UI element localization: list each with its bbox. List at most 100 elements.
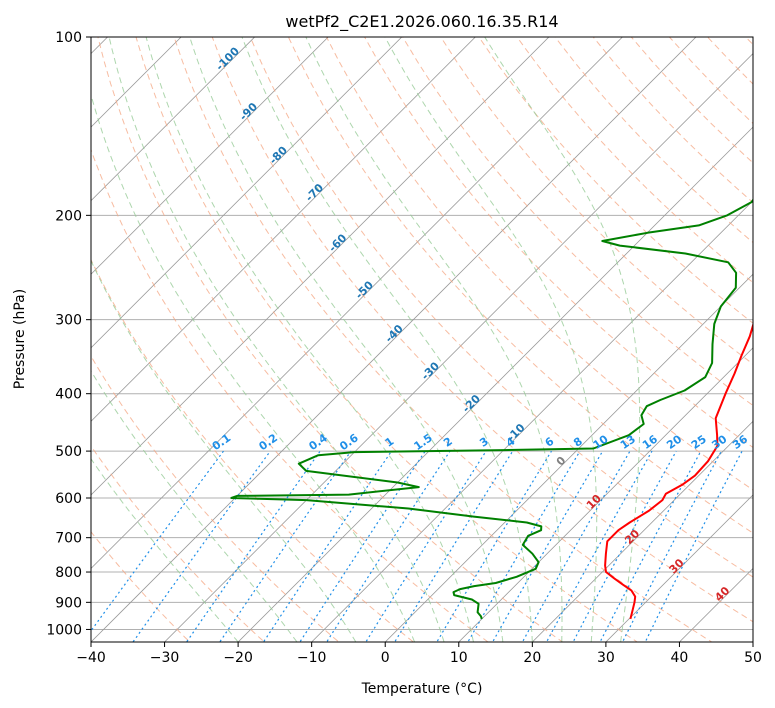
moist-adiabat-line <box>91 369 298 642</box>
x-tick-label: −20 <box>223 650 253 666</box>
dry-adiabat-line <box>706 37 753 85</box>
isotherm-line <box>678 567 753 642</box>
x-tick-label: −10 <box>297 650 327 666</box>
mixing-ratio-label: 3 <box>477 435 491 450</box>
dewpoint-profile <box>230 198 753 620</box>
dry-adiabat-line <box>211 37 753 623</box>
moist-adiabat-line <box>108 37 445 642</box>
dry-adiabat-line <box>91 148 489 642</box>
moist-adiabat-line <box>145 37 474 642</box>
x-axis-label: Temperature (°C) <box>361 681 483 697</box>
dry-adiabat-line <box>402 37 753 407</box>
dry-adiabat-line <box>135 37 639 642</box>
mixing-ratio-label: 30 <box>709 432 729 452</box>
y-tick-label: 800 <box>55 565 82 581</box>
y-tick-label: 900 <box>55 595 82 611</box>
isotherm-line <box>311 200 753 642</box>
height-label: -70 <box>303 181 326 204</box>
mixing-ratio-label: 0.1 <box>210 431 233 453</box>
mixing-ratio-label: 0.6 <box>337 431 361 453</box>
y-tick-label: 100 <box>55 30 82 46</box>
mixing-ratio-line <box>325 450 451 642</box>
height-label: -20 <box>460 392 483 415</box>
mixing-ratio-line <box>492 450 604 642</box>
chart-title: wetPf2_C2E1.2026.060.16.35.R14 <box>285 12 558 32</box>
moist-adiabat-line <box>305 37 563 642</box>
isotherm-line <box>531 420 753 642</box>
isotherm-line <box>91 37 476 422</box>
isotherm-line <box>91 37 697 642</box>
mixing-ratio-label: 20 <box>664 432 684 452</box>
mixing-ratio-line <box>599 450 702 642</box>
dry-adiabat-line <box>91 355 340 642</box>
plot-frame <box>90 36 754 643</box>
mixing-ratio-line <box>299 450 426 642</box>
x-tick-label: 10 <box>450 650 468 666</box>
x-tick-label: −40 <box>76 650 106 666</box>
mixing-ratio-line <box>644 450 743 642</box>
isotherm-line <box>237 126 753 642</box>
dry-adiabat-line <box>592 37 753 204</box>
mixing-ratio-line <box>132 450 271 642</box>
isotherm-line <box>91 37 403 349</box>
isotherm-line <box>752 641 753 642</box>
isotherm-line <box>384 273 753 642</box>
dry-adiabat-line <box>757 10 775 654</box>
dry-adiabat-line <box>440 37 753 365</box>
height-label: -100 <box>213 44 242 73</box>
mixing-ratio-label: 36 <box>730 432 750 452</box>
y-tick-label: 400 <box>55 387 82 403</box>
height-label: 40 <box>712 584 732 604</box>
height-label: 30 <box>667 556 687 576</box>
mixing-ratio-line <box>572 450 677 642</box>
dry-adiabat-line <box>364 37 753 449</box>
isotherm-line <box>91 37 256 202</box>
moist-adiabat-line <box>189 37 504 642</box>
x-tick-label: 0 <box>381 650 390 666</box>
temperature-profile <box>604 321 753 620</box>
x-tick-label: 40 <box>671 650 689 666</box>
dry-adiabat-line <box>91 531 191 642</box>
x-tick-label: −30 <box>150 650 180 666</box>
height-label: -50 <box>353 278 376 301</box>
mixing-ratio-line <box>394 450 514 642</box>
mixing-ratio-line <box>621 450 722 642</box>
isotherm-line <box>163 52 753 642</box>
isotherm-line <box>605 494 753 642</box>
height-label: 20 <box>622 527 642 547</box>
height-label: 10 <box>584 492 604 512</box>
dry-adiabat-line <box>478 37 753 324</box>
isotherm-line <box>91 37 624 570</box>
y-tick-label: 1000 <box>46 622 82 638</box>
dry-adiabat-line <box>287 37 753 534</box>
height-label: -60 <box>326 231 349 254</box>
mixing-ratio-label: 6 <box>543 435 557 450</box>
mixing-ratio-label: 25 <box>689 433 709 452</box>
height-label: -40 <box>383 322 406 345</box>
mixing-ratio-line <box>185 450 321 642</box>
x-tick-label: 20 <box>523 650 541 666</box>
x-tick-label: 50 <box>744 650 762 666</box>
mixing-ratio-line <box>365 450 487 642</box>
y-axis-label: Pressure (hPa) <box>12 289 28 389</box>
mixing-ratio-line <box>262 450 392 642</box>
moist-adiabat-line <box>91 259 357 642</box>
height-label: -80 <box>267 144 290 167</box>
dry-adiabat-line <box>173 37 713 642</box>
mixing-ratio-label: 0.4 <box>306 431 330 453</box>
y-tick-label: 500 <box>55 444 82 460</box>
dry-adiabat-line <box>325 37 753 491</box>
y-tick-label: 200 <box>55 208 82 224</box>
mixing-ratio-line <box>467 450 581 642</box>
isotherm-line <box>91 37 329 275</box>
mixing-ratio-label: 16 <box>640 432 660 452</box>
mixing-ratio-label: 1.5 <box>412 431 435 453</box>
dry-adiabat-line <box>744 37 753 46</box>
x-tick-label: 30 <box>597 650 615 666</box>
mixing-ratio-label: 2 <box>441 435 455 450</box>
dry-adiabat-line <box>97 37 564 642</box>
moist-adiabat-line <box>384 37 598 642</box>
dry-adiabat-line <box>91 258 415 642</box>
dry-adiabat-line <box>668 37 753 125</box>
